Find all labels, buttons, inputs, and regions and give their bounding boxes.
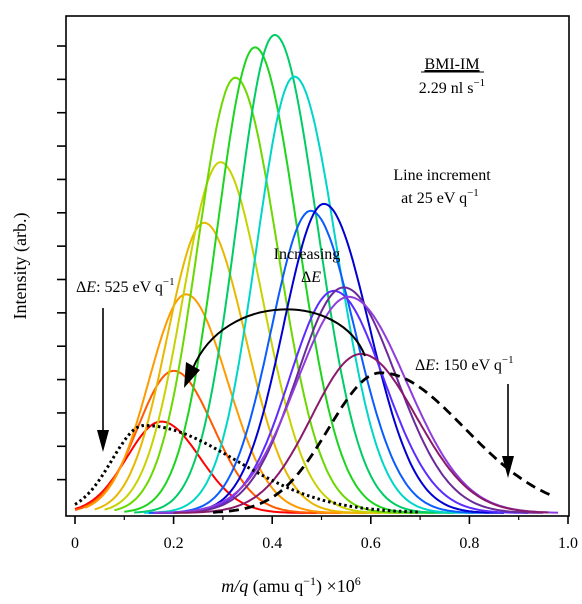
plot-frame (65, 15, 570, 517)
spectrum-curve-8 (134, 33, 455, 514)
spectrum-curve-15 (173, 352, 549, 514)
x-tick-label-0: 0 (71, 535, 79, 552)
dashed-envelope-curve-2 (212, 371, 554, 514)
sample-name-label: BMI-IM (424, 56, 479, 73)
x-tick-label-5: 1.0 (558, 535, 578, 552)
spectrum-curve-2 (74, 369, 342, 514)
spectrum-curve-6 (114, 76, 416, 514)
increment-label-line2: at 25 eV q−1 (401, 187, 479, 207)
x-tick-label-3: 0.6 (361, 535, 381, 552)
right-arrowhead (502, 456, 514, 478)
increasing-energy-arrow (192, 308, 366, 369)
dotted-envelope-curve-1 (74, 423, 421, 514)
spectrum-curve-5 (104, 161, 401, 514)
spectrum-curve-4 (94, 221, 381, 514)
spectrum-curve-14 (153, 295, 559, 514)
increasing-label: Increasing (274, 246, 341, 263)
spectrum-curve-10 (148, 209, 490, 514)
y-axis-label: Intensity (arb.) (10, 213, 31, 320)
x-tick-label-4: 0.8 (459, 535, 479, 552)
spectrum-curve-13 (153, 286, 544, 514)
spectrum-curve-12 (153, 289, 529, 514)
y-axis-ticks (57, 45, 66, 481)
spectrum-curve-9 (144, 75, 475, 514)
increasing-delta-e-label: ΔE (301, 269, 321, 286)
spectrum-curve-7 (124, 46, 435, 514)
increment-label-line1: Line increment (393, 167, 491, 184)
left-arrowhead (97, 430, 109, 452)
x-tick-label-2: 0.4 (262, 535, 282, 552)
spectrum-curve-3 (84, 293, 366, 514)
left-delta-e-label: ΔE: 525 eV q−1 (76, 276, 175, 296)
dashed-curve-group (74, 371, 554, 514)
x-axis-ticks: 0 0.2 0.4 0.6 0.8 1.0 (71, 516, 578, 552)
flow-rate-label: 2.29 nl s−1 (419, 77, 485, 97)
x-tick-label-1: 0.2 (164, 535, 184, 552)
increasing-energy-arrowhead (184, 362, 200, 388)
x-axis-label: m/q (amu q−1) ×106 (221, 574, 360, 597)
curve-group (74, 33, 559, 514)
right-delta-e-label: ΔE: 150 eV q−1 (415, 354, 514, 374)
